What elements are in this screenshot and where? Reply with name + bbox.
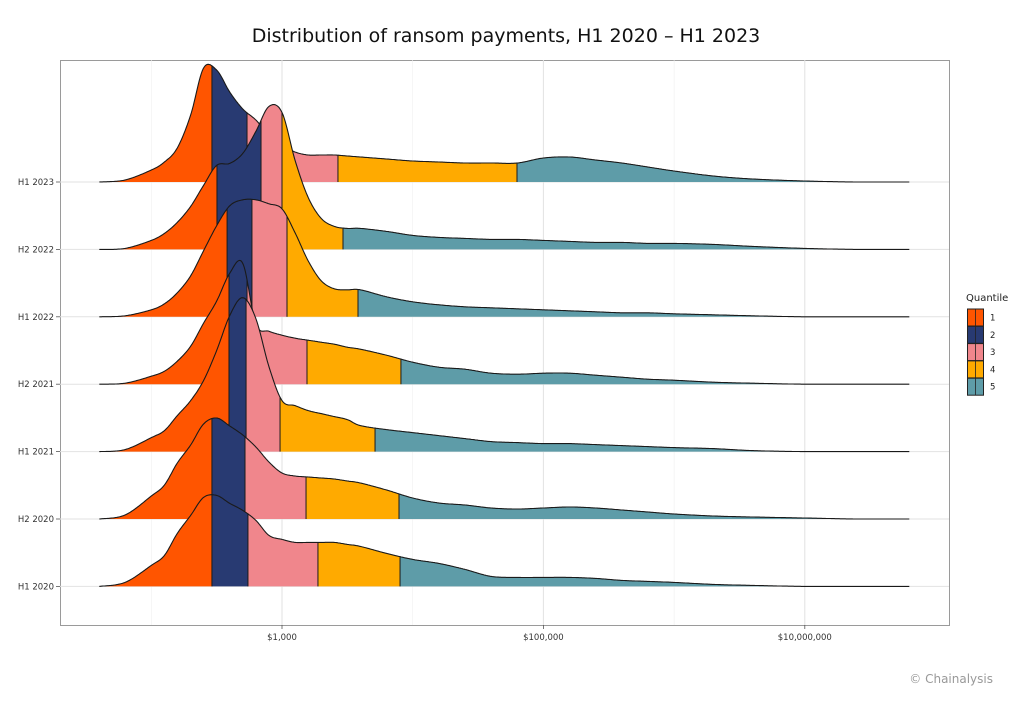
quantile-4-area — [282, 112, 344, 250]
x-tick-label: $100,000 — [523, 633, 564, 643]
y-tick-label: H1 2023 — [18, 178, 54, 188]
y-axis: H1 2023 H2 2022 H1 2022 H2 2021 H1 2021 H2 20… — [18, 178, 60, 592]
y-tick-label: H2 2020 — [18, 515, 54, 525]
ridge-h1-2022 — [99, 198, 910, 318]
x-axis: $1,000 $100,000 $10,000,000 — [267, 625, 832, 643]
quantile-4-area — [306, 340, 401, 385]
quantile-1-area — [99, 494, 212, 587]
legend-label: 2 — [990, 331, 995, 341]
quantile-2-area — [211, 494, 248, 587]
quantile-4-area — [317, 542, 401, 587]
quantile-2-area — [211, 65, 248, 182]
legend-label: 3 — [990, 348, 995, 358]
credit-text: © Chainalysis — [909, 672, 993, 686]
quantile-3-area — [251, 199, 287, 317]
x-tick-label: $1,000 — [267, 633, 297, 643]
chart-title: Distribution of ransom payments, H1 2020… — [252, 25, 761, 47]
ridges — [99, 63, 910, 587]
y-tick-label: H2 2022 — [18, 245, 54, 255]
quantile-1-area — [99, 165, 217, 250]
quantile-2-area — [211, 418, 245, 519]
y-tick-label: H1 2020 — [18, 582, 54, 592]
density-outline — [99, 104, 910, 250]
quantile-5-area — [357, 289, 910, 317]
density-outline — [99, 63, 910, 183]
quantile-5-area — [375, 428, 910, 452]
quantile-5-area — [516, 156, 910, 182]
legend-label: 1 — [990, 314, 995, 324]
density-outline — [99, 259, 910, 385]
quantile-1-area — [99, 418, 212, 519]
density-outline — [99, 198, 910, 318]
quantile-5-area — [343, 228, 910, 250]
legend: Quantile 1 2 3 4 5 — [966, 293, 1008, 396]
quantile-5-area — [400, 556, 910, 587]
quantile-1-area — [99, 274, 229, 385]
y-tick-label: H1 2022 — [18, 313, 54, 323]
quantile-2-area — [228, 297, 247, 452]
quantile-4-area — [280, 397, 376, 452]
quantile-1-area — [99, 208, 228, 317]
quantile-1-area — [99, 64, 212, 182]
legend-title: Quantile — [966, 293, 1008, 304]
ridge-h1-2020 — [99, 494, 910, 587]
x-tick-label: $10,000,000 — [778, 633, 832, 643]
density-outline — [99, 417, 910, 520]
ridge-h1-2021 — [99, 297, 910, 453]
quantile-4-area — [337, 155, 517, 182]
quantile-1-area — [99, 317, 229, 452]
ridge-h2-2020 — [99, 417, 910, 520]
quantile-3-area — [244, 436, 307, 519]
quantile-3-area — [246, 299, 281, 452]
density-outline — [99, 494, 910, 587]
y-tick-label: H2 2021 — [18, 380, 54, 390]
y-tick-label: H1 2021 — [18, 448, 54, 458]
density-outline — [99, 297, 910, 453]
legend-label: 4 — [990, 365, 995, 375]
quantile-4-area — [286, 216, 358, 317]
quantile-5-area — [400, 359, 910, 385]
legend-label: 5 — [990, 383, 995, 393]
quantile-5-area — [398, 493, 910, 519]
